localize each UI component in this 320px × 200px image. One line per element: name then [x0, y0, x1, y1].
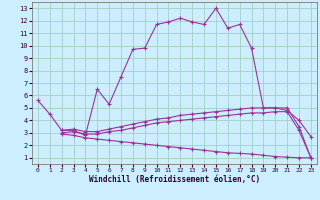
X-axis label: Windchill (Refroidissement éolien,°C): Windchill (Refroidissement éolien,°C) — [89, 175, 260, 184]
